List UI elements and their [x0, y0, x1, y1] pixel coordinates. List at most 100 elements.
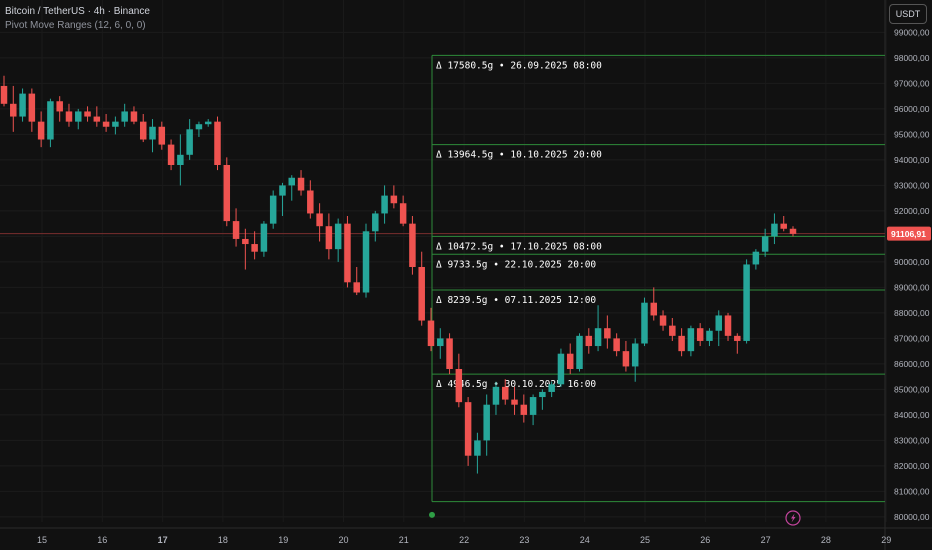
candle-body: [121, 111, 128, 122]
candle-body: [566, 353, 574, 369]
x-tick-label: 19: [278, 535, 288, 545]
candle-body: [464, 402, 472, 456]
candle-body: [362, 231, 370, 293]
candle-body: [706, 330, 713, 341]
candle-body: [678, 335, 685, 352]
candle-body: [372, 213, 379, 232]
y-tick-label: 85000,00: [894, 384, 930, 394]
y-tick-label: 81000,00: [894, 486, 930, 496]
candle-body: [446, 338, 453, 369]
chart-title: Bitcoin / TetherUS · 4h · Binance: [5, 6, 150, 17]
candle-body: [650, 302, 658, 316]
candle-body: [10, 103, 17, 117]
candle-body: [112, 121, 119, 127]
lightning-glyph: [791, 513, 796, 523]
last-price-tag: [887, 226, 931, 241]
candle-body: [353, 282, 360, 293]
y-tick-label: 96000,00: [894, 104, 930, 114]
y-tick-label: 84000,00: [894, 410, 930, 420]
candle-body: [75, 111, 82, 122]
candle-body: [177, 154, 184, 165]
y-tick-label: 83000,00: [894, 435, 930, 445]
candle-body: [288, 177, 296, 186]
candle-body: [186, 129, 193, 155]
candle-body: [149, 126, 156, 140]
x-tick-label: 26: [700, 535, 710, 545]
x-tick-label: 18: [218, 535, 228, 545]
candle-body: [390, 195, 398, 204]
candle-body: [307, 190, 314, 214]
candle-body: [167, 144, 175, 165]
candle-body: [260, 223, 268, 252]
range-label: Δ 10472.5g • 17.10.2025 08:00: [436, 241, 602, 252]
candle-body: [102, 121, 110, 127]
candle-body: [631, 343, 639, 367]
candle-body: [557, 353, 565, 385]
candle-body: [687, 328, 695, 352]
x-tick-label: 15: [37, 535, 47, 545]
candle-body: [492, 386, 500, 405]
y-tick-label: 80000,00: [894, 512, 930, 522]
candle-body: [399, 203, 407, 224]
candle-body: [344, 223, 351, 283]
candle-body: [28, 93, 36, 122]
x-tick-label: 20: [338, 535, 348, 545]
x-tick-label: 29: [881, 535, 891, 545]
lightning-icon[interactable]: [785, 510, 801, 526]
candle-body: [789, 228, 797, 234]
x-tick-label: 22: [459, 535, 469, 545]
y-tick-label: 95000,00: [894, 129, 930, 139]
candle-body: [334, 223, 342, 250]
candle-body: [437, 338, 444, 347]
pivot-dot: [429, 511, 435, 518]
y-tick-label: 98000,00: [894, 53, 930, 63]
candle-body: [93, 116, 101, 122]
candle-body: [734, 335, 741, 341]
candle-body: [539, 391, 546, 398]
candle-body: [37, 121, 45, 140]
candle-body: [455, 369, 463, 403]
candle-body: [715, 315, 722, 331]
last-price-label: 91106,91: [891, 229, 926, 239]
candle-body: [242, 238, 249, 245]
candle-body: [195, 124, 203, 130]
candle-body: [613, 338, 620, 352]
candle-body: [251, 244, 258, 252]
y-tick-label: 87000,00: [894, 333, 930, 343]
range-label: Δ 8239.5g • 07.11.2025 12:00: [436, 295, 596, 306]
candle-body: [724, 315, 732, 336]
candle-body: [316, 213, 323, 227]
candle-body: [576, 335, 583, 369]
candle-body: [743, 264, 750, 341]
y-tick-label: 82000,00: [894, 461, 930, 471]
candle-body: [232, 221, 240, 239]
y-tick-label: 90000,00: [894, 257, 930, 267]
y-tick-label: 89000,00: [894, 282, 930, 292]
currency-button[interactable]: USDT: [889, 4, 927, 24]
candle-body: [511, 399, 518, 405]
x-tick-label: 28: [821, 535, 831, 545]
candle-body: [761, 236, 769, 252]
x-tick-label: 25: [640, 535, 650, 545]
candle-body: [594, 328, 602, 347]
candle-body: [84, 111, 91, 117]
x-tick-label: 21: [399, 535, 409, 545]
x-tick-label: 24: [580, 535, 590, 545]
candle-body: [56, 101, 63, 112]
candle-body: [483, 404, 490, 441]
candle-body: [0, 85, 8, 104]
candle-body: [659, 315, 667, 326]
candle-body: [780, 223, 787, 229]
candle-body: [65, 111, 73, 122]
range-label: Δ 13964.5g • 10.10.2025 20:00: [436, 150, 602, 161]
candle-body: [604, 328, 611, 339]
candle-body: [696, 328, 704, 341]
candle-body: [381, 195, 388, 214]
x-tick-label: 23: [519, 535, 529, 545]
x-tick-label: 16: [97, 535, 107, 545]
y-tick-label: 88000,00: [894, 308, 930, 318]
indicator-label[interactable]: Pivot Move Ranges (12, 6, 0, 0): [5, 20, 146, 31]
candle-body: [641, 302, 648, 344]
